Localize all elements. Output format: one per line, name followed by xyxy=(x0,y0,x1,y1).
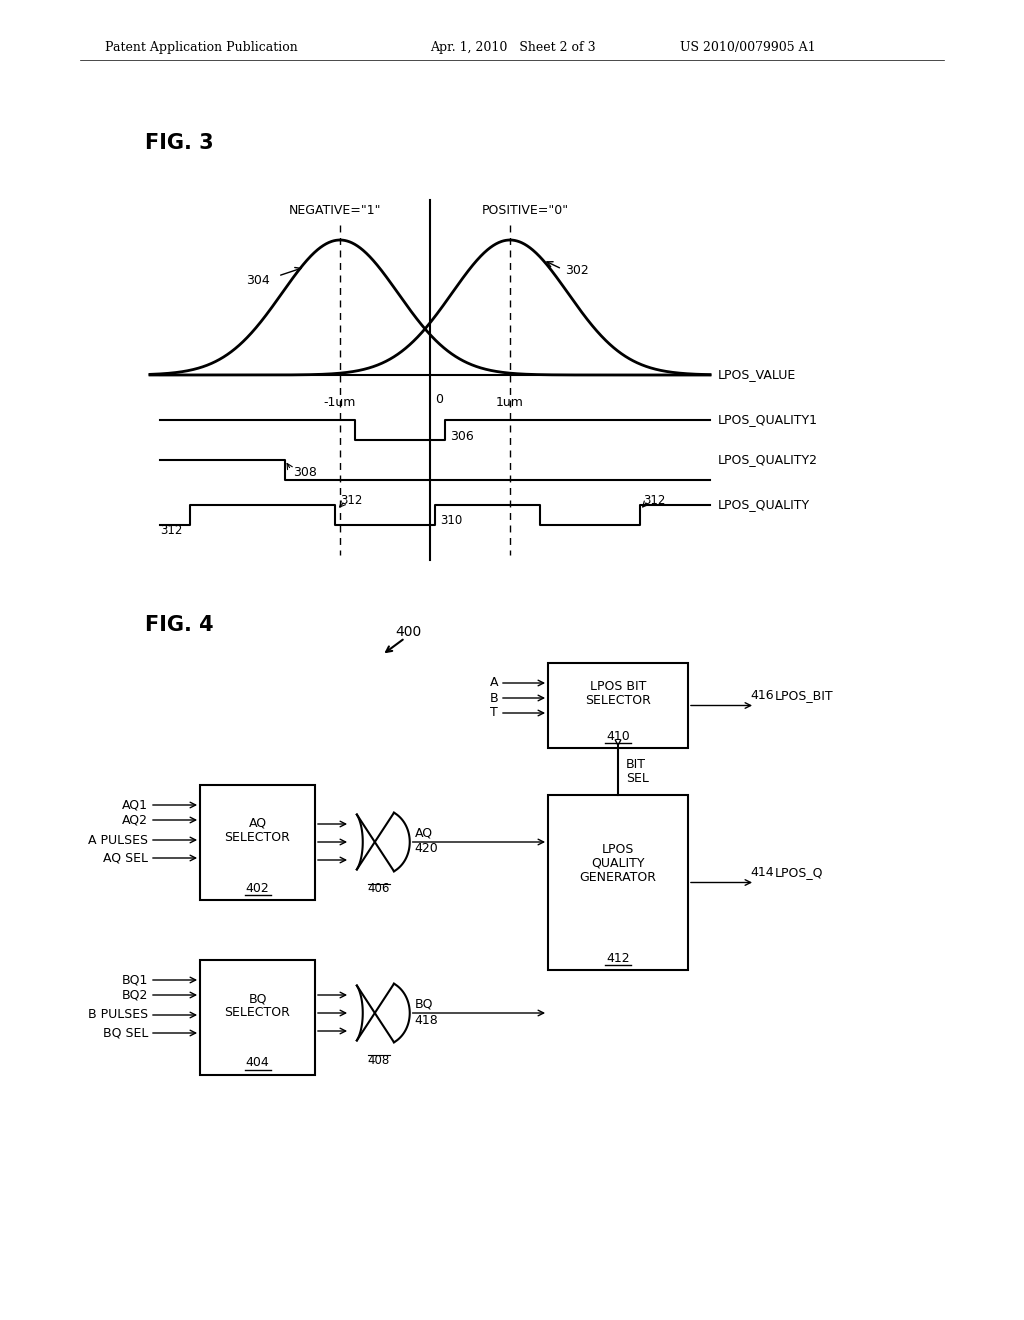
Text: 310: 310 xyxy=(440,513,462,527)
Text: SELECTOR: SELECTOR xyxy=(224,1006,291,1019)
FancyBboxPatch shape xyxy=(200,785,315,900)
Text: 302: 302 xyxy=(565,264,589,276)
Text: 420: 420 xyxy=(415,842,438,854)
Text: LPOS_Q: LPOS_Q xyxy=(775,866,823,879)
Text: 1um: 1um xyxy=(496,396,524,409)
Text: 408: 408 xyxy=(368,1053,390,1067)
Text: 400: 400 xyxy=(395,624,421,639)
Text: AQ: AQ xyxy=(415,826,433,840)
Text: A: A xyxy=(489,676,498,689)
Text: B: B xyxy=(489,692,498,705)
Text: GENERATOR: GENERATOR xyxy=(580,871,656,884)
Text: 0: 0 xyxy=(435,393,443,407)
Text: -1um: -1um xyxy=(324,396,356,409)
Text: T: T xyxy=(490,706,498,719)
Text: 402: 402 xyxy=(246,882,269,895)
Text: 312: 312 xyxy=(160,524,182,536)
Text: 312: 312 xyxy=(643,494,666,507)
Text: LPOS_BIT: LPOS_BIT xyxy=(775,689,834,702)
Text: 304: 304 xyxy=(246,273,270,286)
FancyBboxPatch shape xyxy=(548,663,688,748)
Text: 406: 406 xyxy=(368,883,390,895)
Text: BQ SEL: BQ SEL xyxy=(102,1027,148,1040)
Text: AQ2: AQ2 xyxy=(122,813,148,826)
Text: 308: 308 xyxy=(293,466,316,479)
Text: BQ2: BQ2 xyxy=(122,989,148,1002)
Text: 306: 306 xyxy=(450,430,474,444)
Text: 414: 414 xyxy=(750,866,773,879)
Text: LPOS_QUALITY2: LPOS_QUALITY2 xyxy=(718,454,818,466)
Text: LPOS BIT: LPOS BIT xyxy=(590,680,646,693)
Text: US 2010/0079905 A1: US 2010/0079905 A1 xyxy=(680,41,816,54)
Text: A PULSES: A PULSES xyxy=(88,833,148,846)
Text: FIG. 3: FIG. 3 xyxy=(145,133,214,153)
Text: 416: 416 xyxy=(750,689,773,702)
Text: BQ1: BQ1 xyxy=(122,974,148,986)
Text: Patent Application Publication: Patent Application Publication xyxy=(105,41,298,54)
Text: QUALITY: QUALITY xyxy=(591,857,645,870)
Text: 412: 412 xyxy=(606,952,630,965)
Text: BIT
SEL: BIT SEL xyxy=(626,758,649,785)
Text: AQ SEL: AQ SEL xyxy=(103,851,148,865)
Text: AQ: AQ xyxy=(249,817,266,830)
Text: 418: 418 xyxy=(415,1014,438,1027)
Text: LPOS_QUALITY: LPOS_QUALITY xyxy=(718,499,810,511)
Text: 312: 312 xyxy=(340,494,362,507)
Text: FIG. 4: FIG. 4 xyxy=(145,615,214,635)
Text: BQ: BQ xyxy=(415,998,433,1011)
FancyBboxPatch shape xyxy=(548,795,688,970)
Text: B PULSES: B PULSES xyxy=(88,1008,148,1022)
Text: LPOS_VALUE: LPOS_VALUE xyxy=(718,368,797,381)
Text: 404: 404 xyxy=(246,1056,269,1069)
Text: LPOS_QUALITY1: LPOS_QUALITY1 xyxy=(718,413,818,426)
Text: Apr. 1, 2010   Sheet 2 of 3: Apr. 1, 2010 Sheet 2 of 3 xyxy=(430,41,596,54)
Text: BQ: BQ xyxy=(248,993,266,1005)
Text: AQ1: AQ1 xyxy=(122,799,148,812)
Text: SELECTOR: SELECTOR xyxy=(224,832,291,843)
FancyBboxPatch shape xyxy=(200,960,315,1074)
Text: SELECTOR: SELECTOR xyxy=(585,694,651,708)
Text: 410: 410 xyxy=(606,730,630,742)
Text: LPOS: LPOS xyxy=(602,843,634,855)
Text: POSITIVE="0": POSITIVE="0" xyxy=(481,203,568,216)
Text: NEGATIVE="1": NEGATIVE="1" xyxy=(289,203,381,216)
